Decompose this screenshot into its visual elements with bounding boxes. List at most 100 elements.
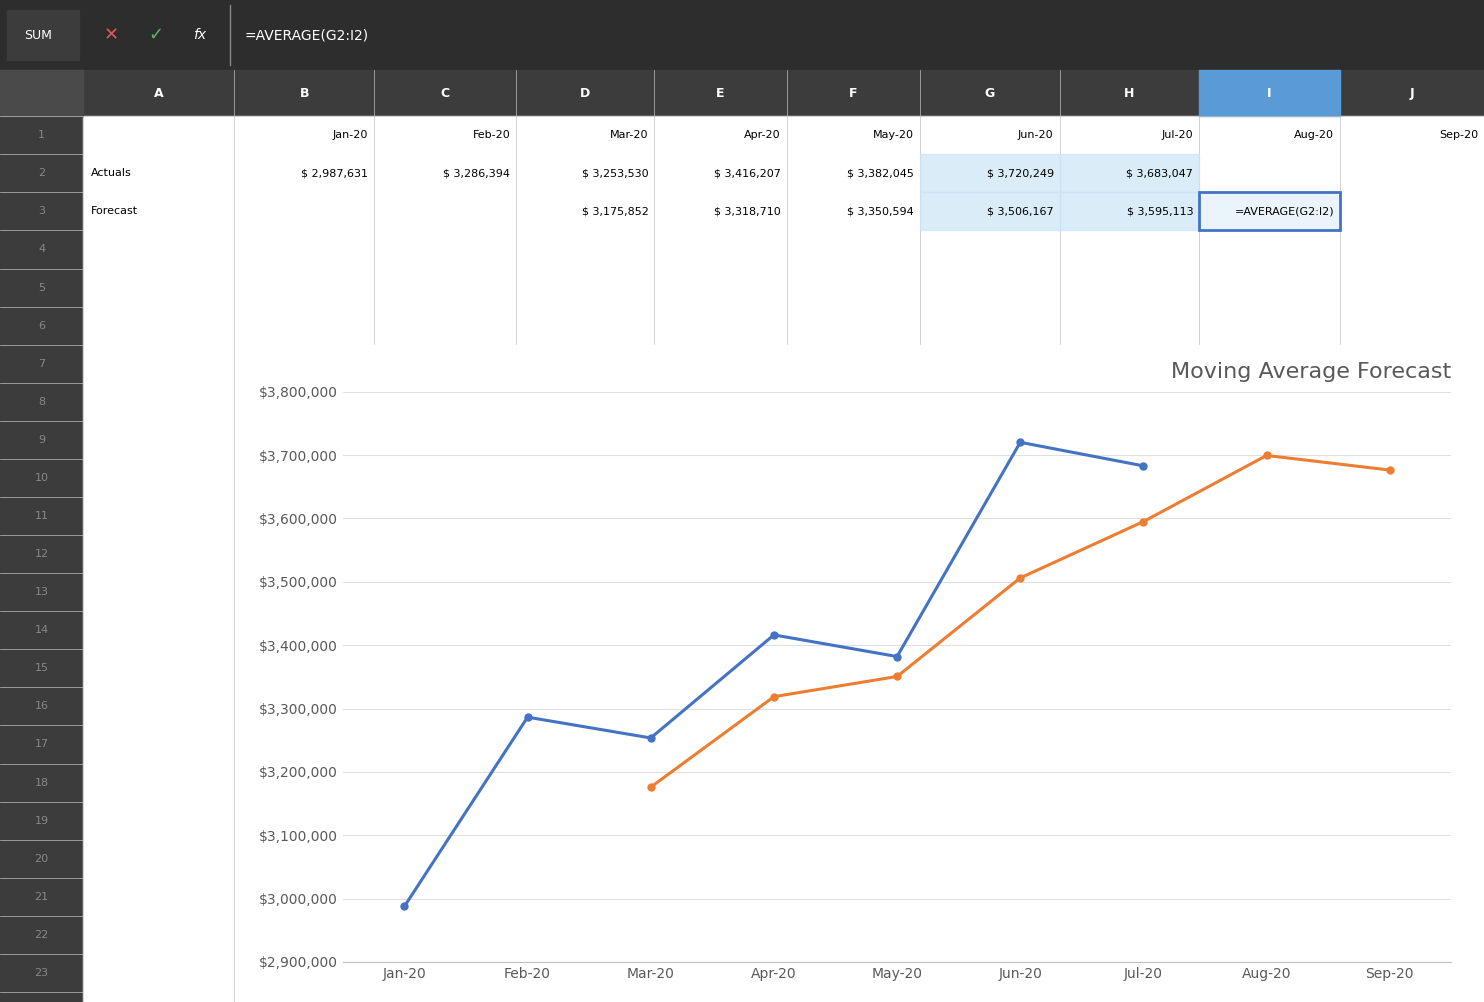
Forecast — [1380, 464, 1398, 476]
Text: I: I — [1267, 87, 1272, 99]
Bar — [83, 535, 1484, 573]
Bar — [0, 70, 83, 1002]
Bar — [7, 10, 79, 60]
Text: 9: 9 — [39, 435, 45, 445]
Text: 19: 19 — [34, 816, 49, 826]
Bar — [83, 497, 1484, 535]
Bar — [83, 573, 1484, 611]
Bar — [83, 154, 1484, 192]
Text: $ 3,286,394: $ 3,286,394 — [444, 168, 510, 178]
Bar — [0, 70, 1484, 116]
Bar — [83, 687, 1484, 725]
Text: 3: 3 — [39, 206, 45, 216]
Text: H: H — [1125, 87, 1134, 99]
Bar — [0, 70, 83, 116]
Actuals — [641, 731, 659, 743]
Bar — [83, 992, 1484, 1002]
Actuals — [1134, 460, 1152, 472]
Actuals — [518, 711, 536, 723]
Text: Mar-20: Mar-20 — [610, 130, 649, 140]
Text: Jun-20: Jun-20 — [1018, 130, 1054, 140]
Text: A: A — [154, 87, 163, 99]
Text: $ 3,720,249: $ 3,720,249 — [987, 168, 1054, 178]
Forecast — [1257, 450, 1275, 462]
Text: $ 2,987,631: $ 2,987,631 — [301, 168, 368, 178]
Actuals — [887, 650, 905, 662]
Forecast — [641, 782, 659, 794]
Text: 20: 20 — [34, 854, 49, 864]
Forecast — [1134, 516, 1152, 528]
Text: 2: 2 — [39, 168, 45, 178]
Text: 23: 23 — [34, 968, 49, 978]
Text: 22: 22 — [34, 930, 49, 940]
Bar — [83, 383, 1484, 421]
Actuals — [395, 901, 413, 913]
Text: =AVERAGE(G2:I2): =AVERAGE(G2:I2) — [1235, 206, 1334, 216]
Bar — [83, 649, 1484, 687]
Text: May-20: May-20 — [873, 130, 914, 140]
Text: fx: fx — [193, 28, 206, 42]
Text: Actuals: Actuals — [91, 168, 131, 178]
Bar — [83, 192, 1484, 230]
Bar — [83, 916, 1484, 954]
Bar — [83, 307, 1484, 345]
Text: C: C — [441, 87, 450, 99]
Text: E: E — [717, 87, 724, 99]
Text: Sep-20: Sep-20 — [1439, 130, 1478, 140]
Bar — [83, 421, 1484, 459]
Text: Forecast: Forecast — [91, 206, 138, 216]
Text: 13: 13 — [34, 587, 49, 597]
Bar — [83, 840, 1484, 878]
Actuals — [1012, 436, 1030, 448]
Bar — [83, 116, 1484, 154]
Bar — [1060, 154, 1199, 192]
Bar — [1060, 192, 1199, 230]
Bar — [242, 345, 1477, 1002]
Bar — [83, 954, 1484, 992]
Text: $ 3,595,113: $ 3,595,113 — [1126, 206, 1193, 216]
Text: =AVERAGE(G2:I2): =AVERAGE(G2:I2) — [245, 28, 370, 42]
Text: $ 3,350,594: $ 3,350,594 — [847, 206, 914, 216]
Text: G: G — [985, 87, 994, 99]
Text: 15: 15 — [34, 663, 49, 673]
Bar — [83, 611, 1484, 649]
Line: Forecast: Forecast — [647, 452, 1393, 791]
Bar — [1199, 70, 1340, 116]
Text: Jul-20: Jul-20 — [1162, 130, 1193, 140]
Text: 8: 8 — [39, 397, 45, 407]
Bar — [83, 269, 1484, 307]
Text: 18: 18 — [34, 778, 49, 788]
Text: $ 3,175,852: $ 3,175,852 — [582, 206, 649, 216]
Bar — [1199, 192, 1340, 230]
Text: Moving Average Forecast: Moving Average Forecast — [1171, 362, 1451, 382]
Text: $ 3,318,710: $ 3,318,710 — [714, 206, 781, 216]
Text: 10: 10 — [34, 473, 49, 483]
Bar — [83, 802, 1484, 840]
Actuals — [766, 629, 784, 641]
Text: 17: 17 — [34, 739, 49, 749]
Text: ✕: ✕ — [104, 26, 119, 44]
Text: $ 3,416,207: $ 3,416,207 — [714, 168, 781, 178]
Text: 12: 12 — [34, 549, 49, 559]
Line: Actuals: Actuals — [401, 439, 1147, 910]
Text: J: J — [1410, 87, 1414, 99]
Text: Aug-20: Aug-20 — [1294, 130, 1334, 140]
Bar — [83, 345, 1484, 383]
Bar — [920, 154, 1060, 192]
Text: ✓: ✓ — [148, 26, 163, 44]
Bar — [920, 192, 1060, 230]
Bar — [83, 230, 1484, 269]
Bar — [83, 459, 1484, 497]
Text: 6: 6 — [39, 321, 45, 331]
Text: 21: 21 — [34, 892, 49, 902]
Text: 7: 7 — [39, 359, 45, 369]
Bar — [83, 878, 1484, 916]
Text: 16: 16 — [34, 701, 49, 711]
Bar — [1199, 192, 1340, 230]
Text: $ 3,253,530: $ 3,253,530 — [582, 168, 649, 178]
Text: 1: 1 — [39, 130, 45, 140]
Bar — [83, 764, 1484, 802]
Text: $ 3,506,167: $ 3,506,167 — [987, 206, 1054, 216]
Text: $ 3,683,047: $ 3,683,047 — [1126, 168, 1193, 178]
Text: Jan-20: Jan-20 — [332, 130, 368, 140]
